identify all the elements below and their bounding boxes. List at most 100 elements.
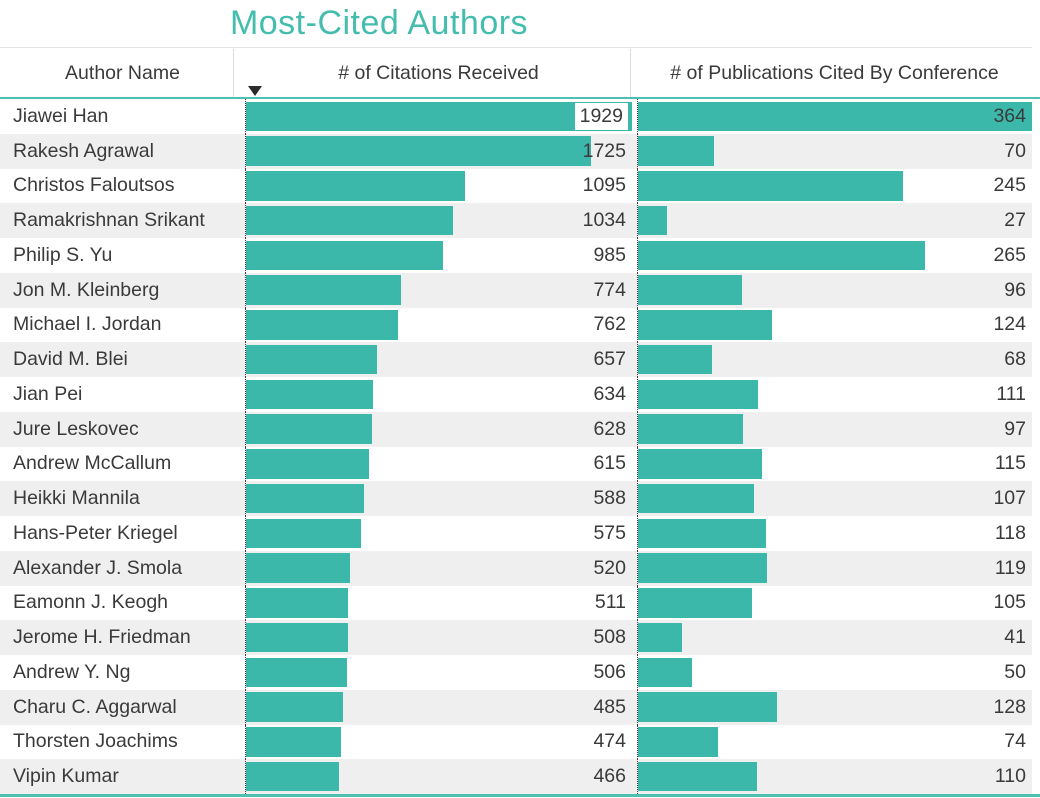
- table-row[interactable]: Thorsten Joachims 474 74: [0, 724, 1032, 760]
- publications-bar[interactable]: [638, 657, 693, 688]
- publications-bar-cell[interactable]: 27: [637, 203, 1032, 238]
- publications-bar-cell[interactable]: 119: [637, 550, 1032, 586]
- publications-bar[interactable]: [638, 275, 742, 305]
- publications-bar[interactable]: [638, 414, 743, 444]
- author-name-cell[interactable]: Thorsten Joachims: [13, 730, 178, 753]
- author-name-cell[interactable]: Jian Pei: [13, 382, 83, 405]
- citations-bar-cell[interactable]: 1929: [245, 99, 632, 134]
- table-row[interactable]: Jerome H. Friedman 508 41: [0, 620, 1032, 655]
- citations-bar-cell[interactable]: 628: [245, 411, 632, 447]
- citations-bar[interactable]: [246, 240, 444, 271]
- citations-bar-cell[interactable]: 520: [245, 550, 632, 586]
- publications-bar-cell[interactable]: 245: [637, 168, 1032, 204]
- table-row[interactable]: Rakesh Agrawal 1725 70: [0, 133, 1032, 169]
- citations-bar[interactable]: [246, 553, 351, 583]
- citations-bar-cell[interactable]: 508: [245, 620, 632, 655]
- publications-bar-cell[interactable]: 96: [637, 272, 1032, 308]
- citations-bar-cell[interactable]: 485: [245, 689, 632, 725]
- table-row[interactable]: Christos Faloutsos 1095 245: [0, 168, 1032, 204]
- table-row[interactable]: Philip S. Yu 985 265: [0, 238, 1032, 273]
- citations-bar-cell[interactable]: 985: [245, 238, 632, 273]
- publications-bar-cell[interactable]: 124: [637, 307, 1032, 343]
- author-name-cell[interactable]: Charu C. Aggarwal: [13, 695, 177, 718]
- citations-bar-cell[interactable]: 575: [245, 516, 632, 551]
- author-name-cell[interactable]: Ramakrishnan Srikant: [13, 209, 205, 232]
- publications-bar[interactable]: [638, 379, 759, 410]
- citations-bar[interactable]: [246, 414, 372, 444]
- publications-bar[interactable]: [638, 205, 668, 236]
- author-name-cell[interactable]: Christos Faloutsos: [13, 174, 175, 197]
- author-name-cell[interactable]: Vipin Kumar: [13, 765, 119, 788]
- publications-bar[interactable]: [638, 449, 763, 479]
- citations-bar-cell[interactable]: 1034: [245, 203, 632, 238]
- publications-bar-cell[interactable]: 115: [637, 446, 1032, 482]
- table-row[interactable]: Jian Pei 634 111: [0, 377, 1032, 412]
- author-name-cell[interactable]: Eamonn J. Keogh: [13, 591, 169, 614]
- table-row[interactable]: Heikki Mannila 588 107: [0, 481, 1032, 516]
- publications-bar-cell[interactable]: 105: [637, 585, 1032, 621]
- publications-bar[interactable]: [638, 344, 712, 375]
- publications-bar[interactable]: [638, 727, 719, 757]
- column-header-citations[interactable]: # of Citations Received: [245, 48, 632, 98]
- table-row[interactable]: Andrew McCallum 615 115: [0, 446, 1032, 482]
- publications-bar[interactable]: [638, 136, 714, 166]
- citations-bar[interactable]: [246, 275, 401, 305]
- publications-bar[interactable]: [638, 240, 925, 271]
- table-row[interactable]: Andrew Y. Ng 506 50: [0, 655, 1032, 690]
- author-name-cell[interactable]: Jerome H. Friedman: [13, 626, 191, 649]
- author-name-cell[interactable]: Philip S. Yu: [13, 243, 113, 266]
- table-row[interactable]: Michael I. Jordan 762 124: [0, 307, 1032, 343]
- citations-bar[interactable]: [246, 588, 349, 618]
- citations-bar[interactable]: [246, 379, 373, 410]
- citations-bar-cell[interactable]: 474: [245, 724, 632, 760]
- sort-descending-icon[interactable]: [248, 86, 262, 96]
- author-name-cell[interactable]: Hans-Peter Kriegel: [13, 521, 178, 544]
- publications-bar[interactable]: [638, 483, 754, 514]
- citations-bar[interactable]: [246, 310, 399, 340]
- publications-bar[interactable]: [638, 692, 777, 722]
- citations-bar-cell[interactable]: 1095: [245, 168, 632, 204]
- table-row[interactable]: Charu C. Aggarwal 485 128: [0, 689, 1032, 725]
- table-row[interactable]: David M. Blei 657 68: [0, 342, 1032, 377]
- table-row[interactable]: Ramakrishnan Srikant 1034 27: [0, 203, 1032, 238]
- citations-bar[interactable]: [246, 205, 453, 236]
- author-name-cell[interactable]: Jure Leskovec: [13, 417, 139, 440]
- table-row[interactable]: Jiawei Han 1929 364: [0, 99, 1032, 134]
- publications-bar[interactable]: [638, 553, 767, 583]
- citations-bar[interactable]: [246, 761, 340, 792]
- publications-bar[interactable]: [638, 101, 1032, 132]
- publications-bar[interactable]: [638, 518, 766, 549]
- citations-bar-cell[interactable]: 466: [245, 759, 632, 794]
- citations-bar[interactable]: [246, 101, 632, 132]
- citations-bar[interactable]: [246, 136, 592, 166]
- publications-bar[interactable]: [638, 588, 752, 618]
- table-row[interactable]: Alexander J. Smola 520 119: [0, 550, 1032, 586]
- publications-bar[interactable]: [638, 761, 758, 792]
- column-header-author-name[interactable]: Author Name: [0, 48, 245, 98]
- citations-bar[interactable]: [246, 622, 348, 653]
- citations-bar[interactable]: [246, 171, 466, 201]
- publications-bar-cell[interactable]: 50: [637, 655, 1032, 690]
- publications-bar-cell[interactable]: 97: [637, 411, 1032, 447]
- citations-bar-cell[interactable]: 511: [245, 585, 632, 621]
- author-name-cell[interactable]: Jon M. Kleinberg: [13, 278, 160, 301]
- publications-bar-cell[interactable]: 364: [637, 99, 1032, 134]
- citations-bar[interactable]: [246, 518, 362, 549]
- publications-bar[interactable]: [638, 171, 904, 201]
- author-name-cell[interactable]: Andrew McCallum: [13, 452, 172, 475]
- publications-bar[interactable]: [638, 310, 773, 340]
- publications-bar-cell[interactable]: 265: [637, 238, 1032, 273]
- column-header-publications[interactable]: # of Publications Cited By Conference: [637, 48, 1032, 98]
- publications-bar-cell[interactable]: 41: [637, 620, 1032, 655]
- citations-bar-cell[interactable]: 588: [245, 481, 632, 516]
- author-name-cell[interactable]: Jiawei Han: [13, 104, 109, 127]
- citations-bar-cell[interactable]: 657: [245, 342, 632, 377]
- author-name-cell[interactable]: Heikki Mannila: [13, 487, 140, 510]
- publications-bar[interactable]: [638, 622, 683, 653]
- publications-bar-cell[interactable]: 128: [637, 689, 1032, 725]
- table-row[interactable]: Vipin Kumar 466 110: [0, 759, 1032, 794]
- citations-bar[interactable]: [246, 657, 348, 688]
- publications-bar-cell[interactable]: 107: [637, 481, 1032, 516]
- author-name-cell[interactable]: Andrew Y. Ng: [13, 660, 131, 683]
- citations-bar-cell[interactable]: 1725: [245, 133, 632, 169]
